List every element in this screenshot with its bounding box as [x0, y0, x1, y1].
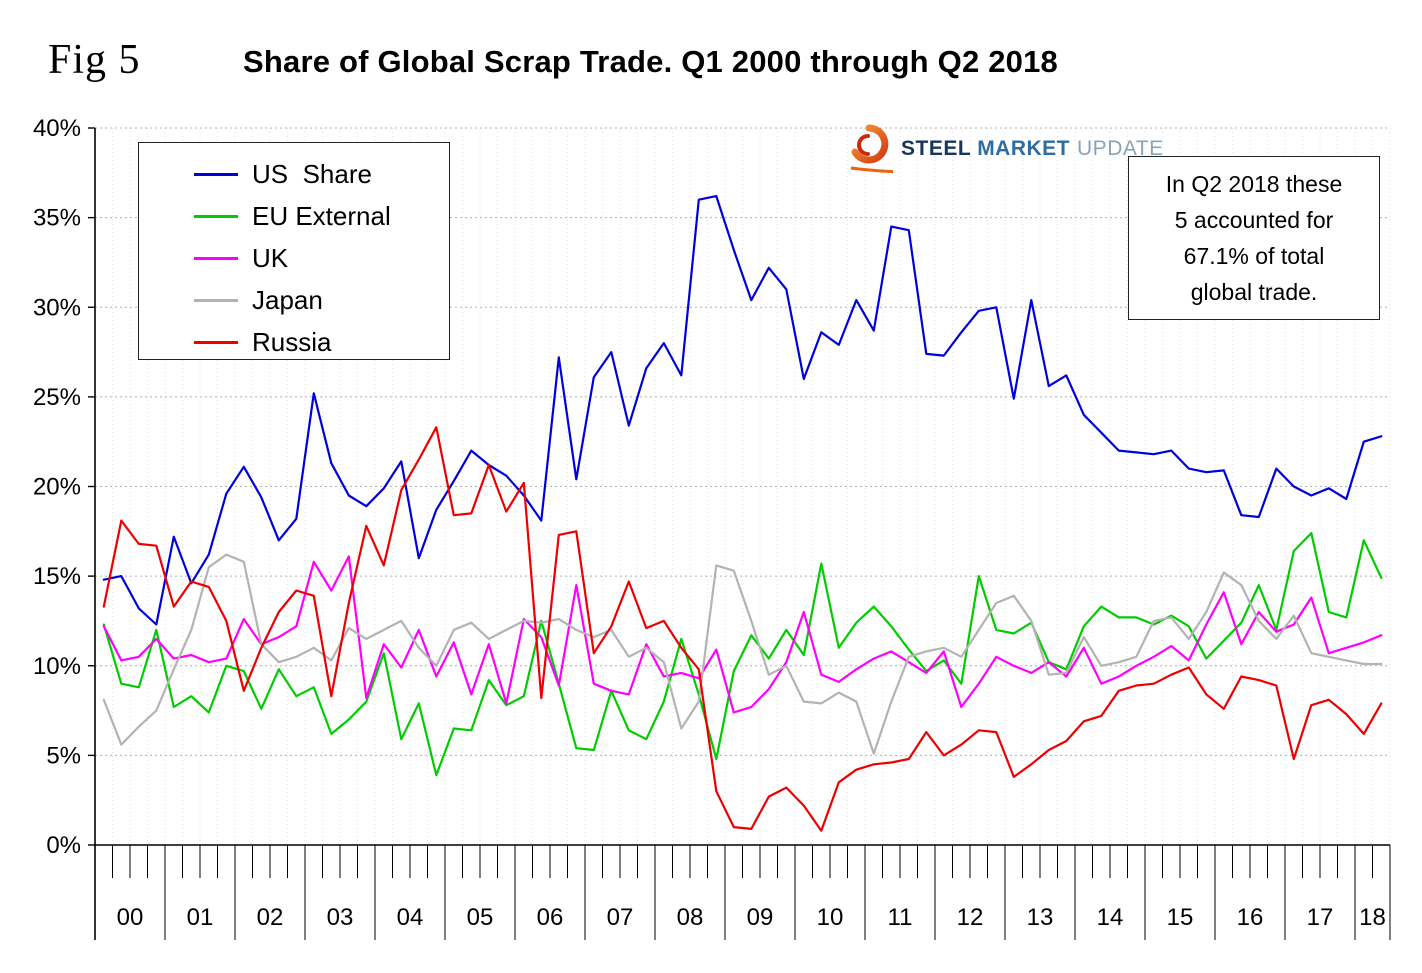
- y-tick-label: 25%: [33, 384, 81, 411]
- x-year-label: 12: [957, 904, 984, 931]
- legend-label: US Share: [252, 158, 372, 189]
- x-year-label: 07: [607, 904, 634, 931]
- x-year-label: 06: [537, 904, 564, 931]
- series-line-us-share: [102, 195, 1383, 626]
- annotation-box: In Q2 2018 these 5 accounted for 67.1% o…: [1128, 156, 1380, 320]
- y-tick-label: 10%: [33, 653, 81, 680]
- chart-title: Share of Global Scrap Trade. Q1 2000 thr…: [243, 44, 1058, 79]
- steel-market-update-logo: STEEL MARKET UPDATE: [845, 123, 1164, 175]
- x-year-label: 09: [747, 904, 774, 931]
- legend-label: Russia: [252, 326, 332, 357]
- series-line-uk: [102, 555, 1383, 714]
- series-line-japan: [102, 553, 1383, 755]
- legend-label: EU External: [252, 200, 391, 231]
- logo-globe-icon: [850, 124, 893, 174]
- series-line-eu-external: [102, 531, 1383, 777]
- legend-line-swatch: [194, 214, 238, 218]
- x-year-label: 05: [467, 904, 494, 931]
- x-year-label: 16: [1237, 904, 1264, 931]
- x-year-label: 11: [888, 904, 913, 931]
- y-tick-label: 5%: [46, 742, 81, 769]
- annotation-line: global trade.: [1190, 279, 1318, 305]
- annotation-line: 5 accounted for: [1174, 207, 1334, 233]
- annotation-line: In Q2 2018 these: [1165, 171, 1343, 197]
- annotation-line: 67.1% of total: [1183, 243, 1325, 269]
- legend-line-swatch: [194, 172, 238, 176]
- y-tick-label: 35%: [33, 205, 81, 232]
- legend-line-swatch: [194, 256, 238, 260]
- x-year-label: 08: [677, 904, 704, 931]
- legend-item-eu-external: EU External: [139, 195, 449, 237]
- x-year-label: 10: [817, 904, 844, 931]
- x-year-label: 02: [257, 904, 284, 931]
- x-year-label: 00: [117, 904, 144, 931]
- x-year-label: 04: [397, 904, 424, 931]
- legend-label: UK: [252, 242, 289, 273]
- legend-item-russia: Russia: [139, 321, 449, 363]
- logo-text-steel: STEEL: [901, 137, 972, 160]
- legend-items: US Share EU External UK Japan Russia: [139, 153, 449, 363]
- legend-label: Japan: [252, 284, 323, 315]
- y-tick-label: 30%: [33, 294, 81, 321]
- legend-item-japan: Japan: [139, 279, 449, 321]
- x-year-label: 03: [327, 904, 354, 931]
- logo-text-update: UPDATE: [1077, 137, 1164, 160]
- legend-item-us-share: US Share: [139, 153, 449, 195]
- y-tick-label: 40%: [33, 115, 81, 142]
- chart-legend: US Share EU External UK Japan Russia: [138, 142, 450, 360]
- legend-line-swatch: [194, 340, 238, 344]
- figure-number-label: Fig 5: [48, 37, 141, 83]
- legend-line-swatch: [194, 298, 238, 302]
- legend-item-uk: UK: [139, 237, 449, 279]
- x-year-label: 15: [1167, 904, 1194, 931]
- y-tick-label: 0%: [46, 832, 81, 859]
- series-line-russia: [102, 426, 1383, 832]
- x-year-label: 18: [1359, 904, 1386, 931]
- x-year-label: 17: [1307, 904, 1334, 931]
- x-year-label: 14: [1097, 904, 1124, 931]
- y-tick-label: 15%: [33, 563, 81, 590]
- x-year-label: 01: [187, 904, 214, 931]
- logo-text-market: MARKET: [977, 137, 1071, 160]
- x-year-label: 13: [1027, 904, 1054, 931]
- y-tick-label: 20%: [33, 474, 81, 501]
